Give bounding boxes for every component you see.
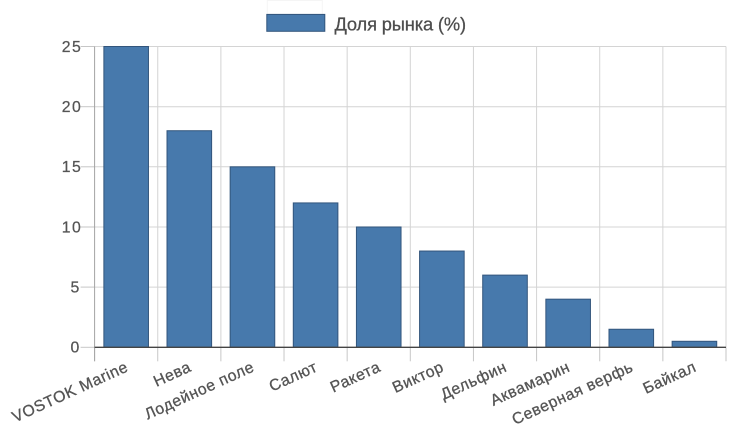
svg-text:5: 5 xyxy=(71,279,80,296)
svg-text:0: 0 xyxy=(71,340,80,357)
svg-text:10: 10 xyxy=(62,219,83,236)
svg-text:15: 15 xyxy=(62,159,83,176)
svg-text:25: 25 xyxy=(62,39,83,56)
svg-text:20: 20 xyxy=(62,99,83,116)
svg-text:Доля рынка (%): Доля рынка (%) xyxy=(335,14,466,35)
